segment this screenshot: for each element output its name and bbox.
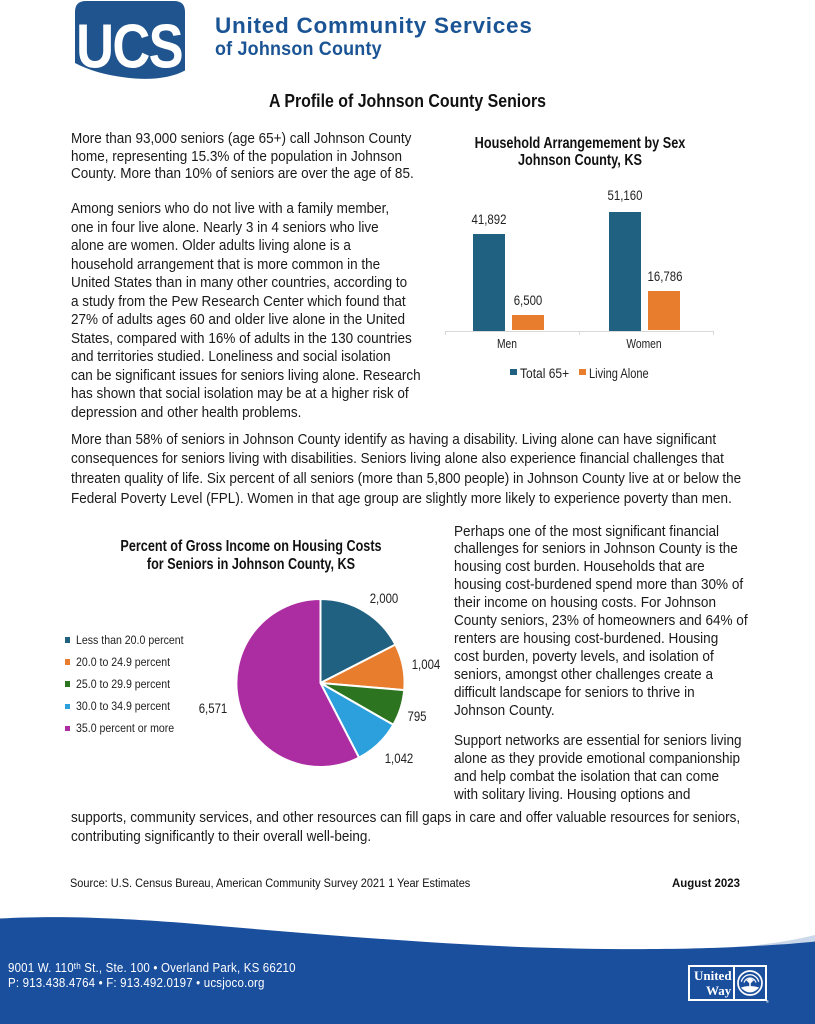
- svg-text:®: ®: [766, 999, 769, 1004]
- svg-text:UCS: UCS: [76, 12, 182, 81]
- svg-text:United: United: [694, 968, 732, 983]
- svg-text:Way: Way: [706, 983, 732, 998]
